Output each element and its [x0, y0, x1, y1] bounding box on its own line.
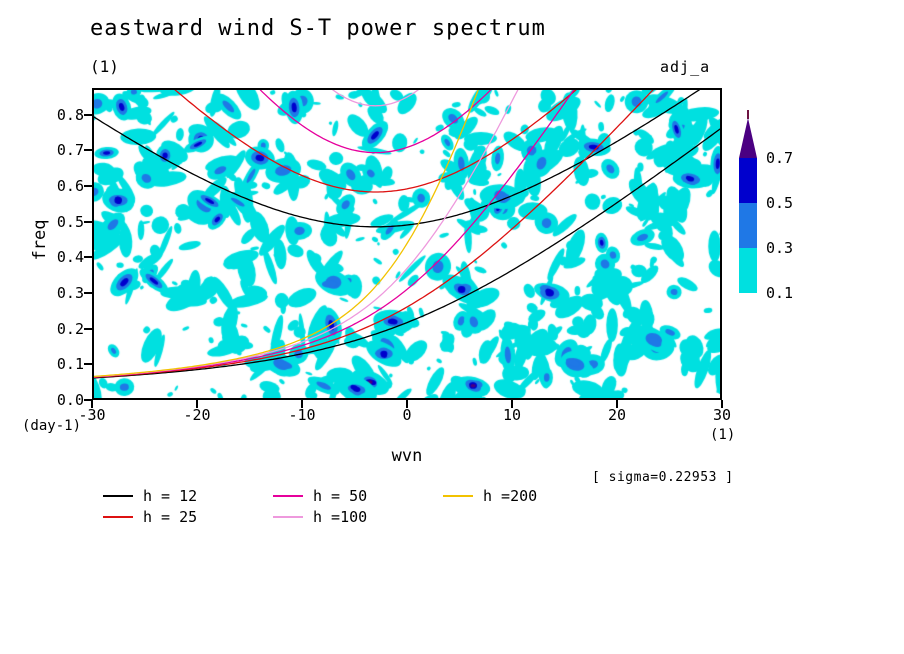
y-tick-mark [84, 185, 92, 188]
legend-line-sample [443, 494, 473, 498]
x-tick-label: 10 [502, 406, 522, 424]
legend-item-h25: h = 25 [103, 508, 197, 526]
y-tick-mark [84, 113, 92, 116]
sigma-annotation: [ sigma=0.22953 ] [592, 470, 734, 485]
y-tick-mark [84, 149, 92, 152]
legend-label: h = 25 [143, 508, 198, 526]
x-tick-mark [91, 400, 93, 408]
legend-label: h =100 [313, 508, 368, 526]
x-tick-label: 20 [607, 406, 627, 424]
y-tick-mark [84, 220, 92, 223]
y-tick-label: 0.1 [56, 355, 84, 374]
legend-item-h200: h =200 [443, 487, 537, 505]
y-tick-mark [84, 256, 92, 259]
y-tick-label: 0.3 [56, 284, 84, 303]
x-tick-mark [196, 400, 198, 408]
dispersion-curves-overlay [92, 88, 722, 379]
colorbar-pointer [739, 118, 757, 158]
x-tick-label: 30 [712, 406, 732, 424]
x-axis-title: wvn [391, 446, 423, 466]
legend-line-sample [273, 515, 303, 519]
x-tick-label: -10 [288, 406, 316, 424]
x-tick-mark [301, 400, 303, 408]
colorbar [739, 110, 757, 293]
colorbar-level-label: 0.5 [766, 194, 794, 212]
y-tick-label: 0.0 [56, 391, 84, 409]
x-tick-label: -20 [183, 406, 211, 424]
y-axis-units-top: (1) [90, 57, 119, 76]
x-tick-mark [721, 400, 723, 408]
legend-label: h = 12 [143, 487, 198, 505]
y-tick-label: 0.6 [56, 177, 84, 196]
x-tick-mark [511, 400, 513, 408]
dispersion-curve-mrg-h200 [92, 88, 480, 378]
dispersion-curve-mrg-h12 [92, 127, 722, 379]
colorbar-segment [739, 248, 757, 293]
colorbar-level-label: 0.1 [766, 284, 794, 302]
y-tick-label: 0.2 [56, 319, 84, 338]
dispersion-curve-gravity-h12 [92, 88, 704, 228]
dispersion-curve-mrg-h25 [92, 88, 656, 379]
legend-item-h12: h = 12 [103, 487, 197, 505]
dispersion-curve-gravity-h25 [171, 88, 580, 193]
x-axis-unit-label: (1) [710, 427, 736, 443]
run-label: adj_a [660, 58, 711, 76]
colorbar-segment [739, 158, 757, 203]
dispersion-curve-gravity-h100 [329, 88, 422, 107]
dispersion-curve-mrg-h50 [92, 88, 576, 378]
y-tick-label: 0.4 [56, 248, 84, 267]
y-axis-unit-label: (day-1) [22, 418, 82, 434]
legend-label: h =200 [483, 487, 538, 505]
x-tick-mark [616, 400, 618, 408]
x-tick-label: -30 [78, 406, 106, 424]
y-tick-mark [84, 363, 92, 366]
colorbar-level-label: 0.7 [766, 149, 794, 167]
y-tick-mark [84, 292, 92, 295]
page-title: eastward wind S-T power spectrum [90, 16, 546, 41]
dispersion-curve-gravity-h50 [257, 88, 494, 154]
legend-item-h100: h =100 [273, 508, 367, 526]
y-tick-label: 0.5 [56, 212, 84, 231]
x-tick-mark [406, 400, 408, 408]
y-tick-label: 0.7 [56, 141, 84, 160]
y-tick-label: 0.8 [56, 105, 84, 124]
legend-line-sample [103, 515, 133, 519]
y-tick-mark [84, 327, 92, 330]
legend-line-sample [273, 494, 303, 498]
plot-area [92, 88, 722, 400]
y-tick-mark [84, 399, 92, 401]
x-tick-label: 0 [402, 406, 412, 424]
legend-line-sample [103, 494, 133, 498]
legend-label: h = 50 [313, 487, 368, 505]
dispersion-curve-mrg-h100 [92, 88, 520, 378]
legend-item-h50: h = 50 [273, 487, 367, 505]
colorbar-segment [739, 203, 757, 248]
colorbar-level-label: 0.3 [766, 239, 794, 257]
